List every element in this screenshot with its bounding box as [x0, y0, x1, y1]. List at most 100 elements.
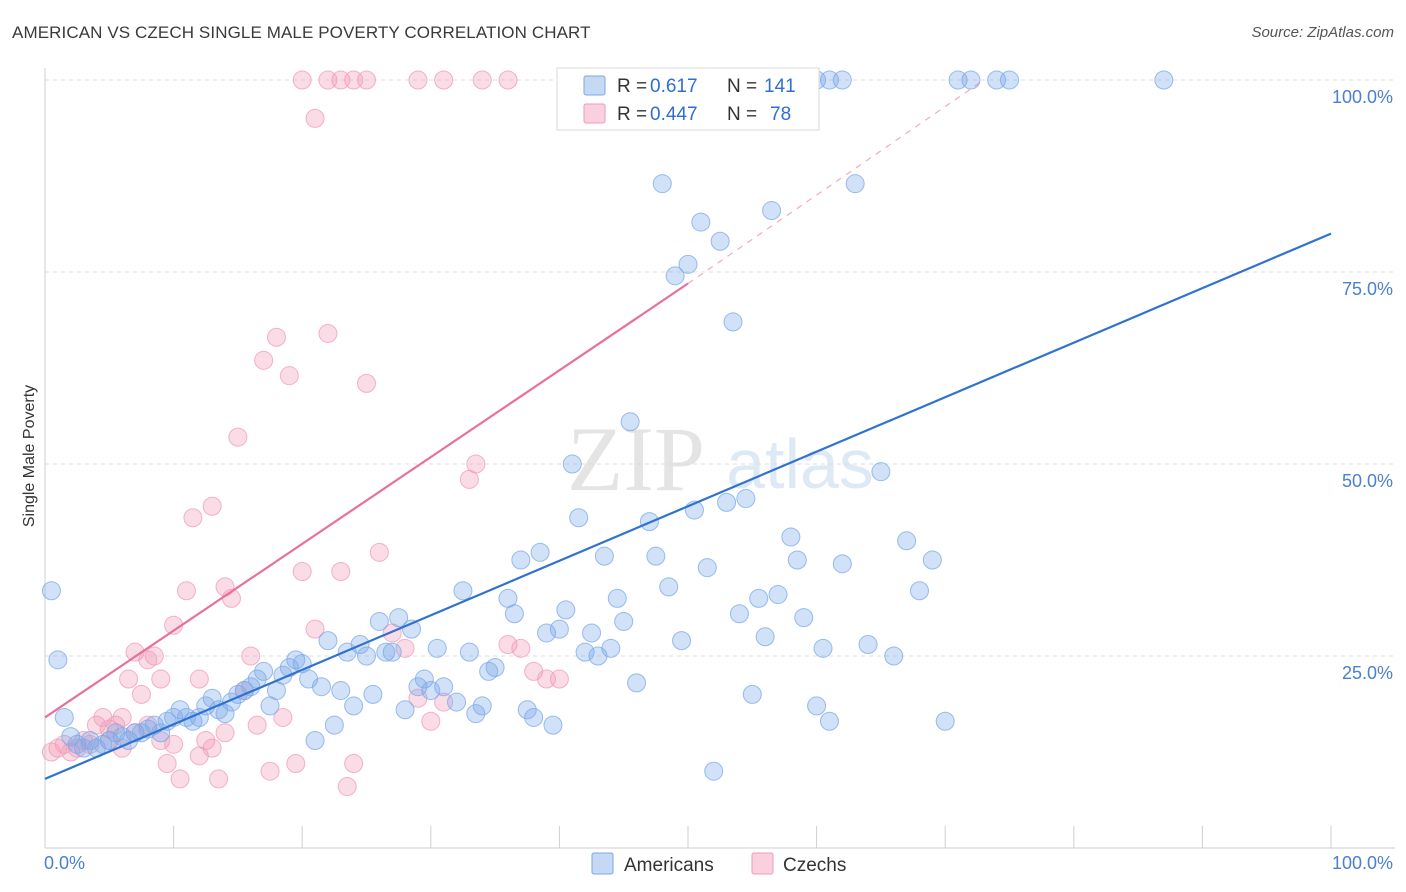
- american-point: [607, 588, 627, 608]
- american-point: [537, 623, 557, 643]
- legend-swatch-americans: [583, 75, 606, 96]
- american-point: [646, 546, 666, 566]
- x-tick-label-max: 100.0%: [1332, 853, 1393, 873]
- american-point: [897, 531, 917, 551]
- czech-point: [434, 70, 454, 90]
- czech-point: [183, 508, 203, 528]
- american-point: [742, 684, 762, 704]
- american-point: [652, 174, 672, 194]
- american-point: [504, 604, 524, 624]
- czech-point: [170, 769, 190, 789]
- czech-point: [202, 738, 222, 758]
- czech-point: [266, 327, 286, 347]
- american-point: [41, 581, 61, 601]
- american-point: [382, 642, 402, 662]
- american-point: [922, 550, 942, 570]
- american-point: [620, 412, 640, 432]
- bottom-legend-swatch-czechs: [751, 852, 774, 875]
- chart-source: Source: ZipAtlas.com: [1251, 24, 1394, 41]
- czech-point: [228, 427, 248, 447]
- american-point: [659, 577, 679, 597]
- american-point: [807, 696, 827, 716]
- american-point: [305, 730, 325, 750]
- american-point: [369, 611, 389, 631]
- czech-point: [292, 70, 312, 90]
- y-tick-label: 50.0%: [1342, 471, 1393, 491]
- american-point: [562, 454, 582, 474]
- american-point: [909, 581, 929, 601]
- american-point: [723, 312, 743, 332]
- czech-point: [279, 366, 299, 386]
- czech-point: [215, 723, 235, 743]
- american-point: [447, 692, 467, 712]
- american-point: [710, 231, 730, 251]
- american-point: [1154, 70, 1174, 90]
- american-point: [781, 527, 801, 547]
- czech-point: [395, 638, 415, 658]
- czech-point: [241, 646, 261, 666]
- american-point: [858, 634, 878, 654]
- american-point: [935, 711, 955, 731]
- y-tick-label: 100.0%: [1332, 87, 1393, 107]
- czech-series: [41, 70, 569, 797]
- czech-point: [157, 754, 177, 774]
- chart-title: AMERICAN VS CZECH SINGLE MALE POVERTY CO…: [12, 23, 591, 42]
- tick-labels: 25.0% 50.0% 75.0% 100.0% 0.0% 100.0%: [44, 87, 1393, 873]
- series-legend: Americans Czechs: [591, 852, 846, 876]
- american-point: [215, 704, 235, 724]
- american-point: [517, 700, 537, 720]
- czech-point: [318, 323, 338, 343]
- american-point: [569, 508, 589, 528]
- american-point: [614, 611, 634, 631]
- czech-point: [337, 777, 357, 797]
- bottom-legend-czechs: Czechs: [783, 855, 846, 876]
- legend-n-value-czechs: 78: [770, 104, 791, 125]
- american-point: [318, 631, 338, 651]
- legend-r-label-czechs: R =: [617, 104, 647, 125]
- legend-swatch-czechs: [583, 103, 606, 124]
- american-point: [543, 715, 563, 735]
- american-point: [459, 642, 479, 662]
- legend-n-label-czechs: N =: [727, 104, 757, 125]
- american-point: [704, 761, 724, 781]
- american-point: [601, 638, 621, 658]
- y-tick-label: 75.0%: [1342, 279, 1393, 299]
- american-series: [41, 70, 1174, 781]
- american-point: [672, 631, 692, 651]
- american-point: [665, 266, 685, 286]
- american-point: [787, 550, 807, 570]
- czech-point: [511, 638, 531, 658]
- czech-point: [305, 108, 325, 128]
- american-point: [453, 581, 473, 601]
- czech-point: [189, 669, 209, 689]
- american-point: [408, 677, 428, 697]
- czech-point: [260, 761, 280, 781]
- american-point: [472, 696, 492, 716]
- american-point: [627, 673, 647, 693]
- czech-point: [331, 562, 351, 582]
- american-point: [80, 730, 100, 750]
- american-point: [871, 462, 891, 482]
- american-point: [582, 623, 602, 643]
- czech-point: [498, 70, 518, 90]
- american-point: [414, 669, 434, 689]
- american-point: [170, 700, 190, 720]
- american-point: [736, 489, 756, 509]
- axes: [44, 68, 1395, 849]
- american-point: [717, 492, 737, 512]
- american-point: [594, 546, 614, 566]
- american-point: [344, 696, 364, 716]
- american-point: [549, 619, 569, 639]
- czechs-trend-line: [44, 282, 689, 719]
- czech-point: [421, 711, 441, 731]
- american-point: [363, 684, 383, 704]
- americans-trend-line: [44, 232, 1332, 780]
- american-point: [331, 681, 351, 701]
- czech-point: [164, 734, 184, 754]
- american-point: [832, 70, 852, 90]
- czech-point: [119, 669, 139, 689]
- american-point: [254, 661, 274, 681]
- legend-r-value-czechs: 0.447: [650, 104, 698, 125]
- czech-point: [292, 562, 312, 582]
